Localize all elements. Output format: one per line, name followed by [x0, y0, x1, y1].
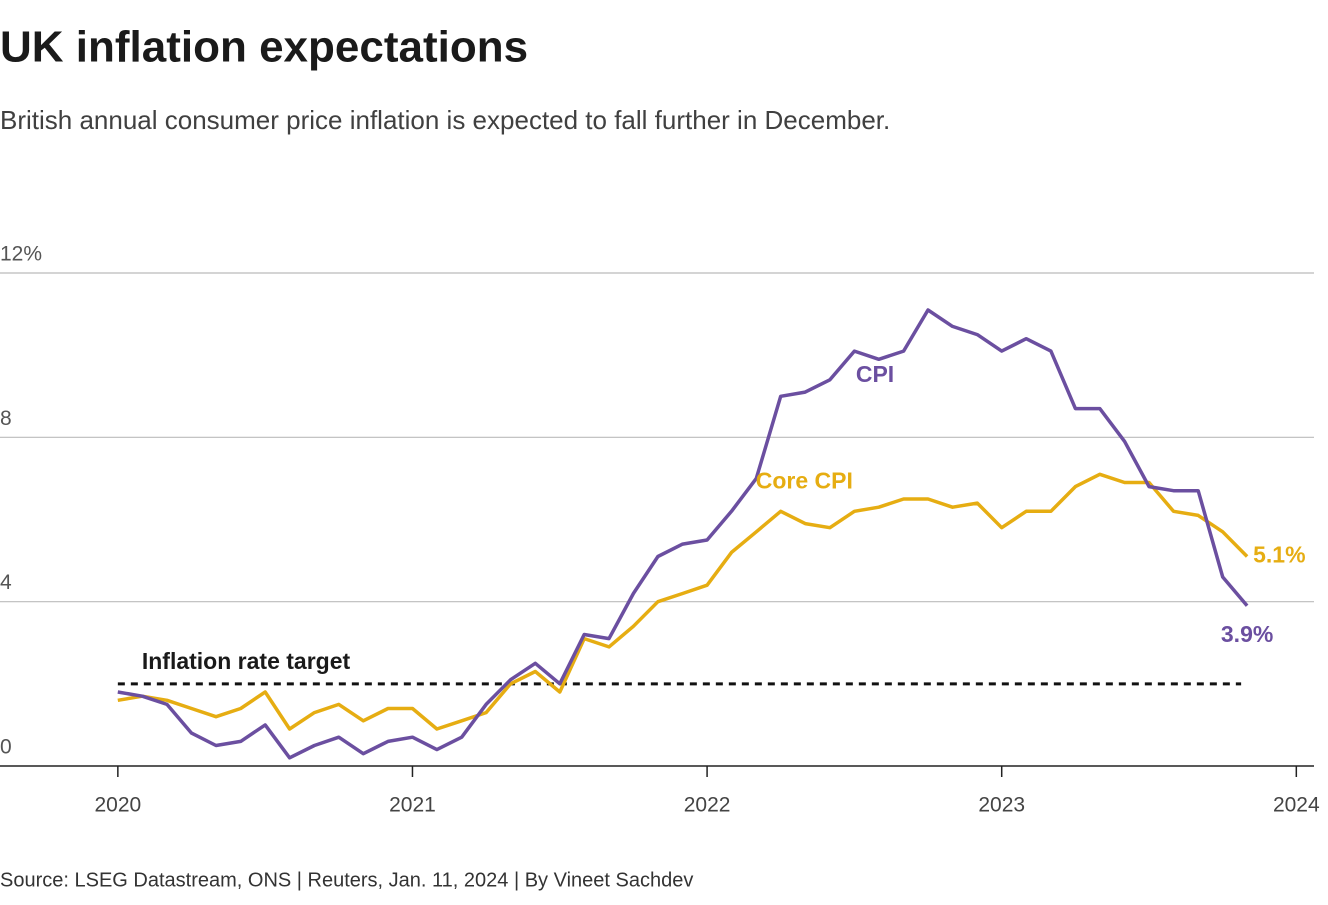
series-label: CPI: [856, 361, 894, 387]
x-tick-label: 2023: [978, 794, 1025, 817]
y-tick-label: 4: [0, 571, 12, 594]
source: Source: LSEG Datastream, ONS | Reuters, …: [0, 869, 693, 891]
y-tick-label: 0: [0, 736, 12, 759]
series-line: [117, 308, 1249, 760]
series-label: Core CPI: [756, 468, 853, 494]
chart-title: UK inflation expectations: [0, 23, 528, 72]
target-label: Inflation rate target: [142, 648, 351, 674]
y-tick-label: 12%: [0, 243, 42, 266]
y-tick-label: 8: [0, 407, 12, 430]
value-label: 5.1%: [1253, 542, 1305, 568]
x-tick-label: 2020: [94, 794, 141, 817]
chart-subtitle: British annual consumer price inflation …: [0, 105, 890, 135]
x-tick-label: 2024: [1273, 794, 1320, 817]
value-label: 3.9%: [1221, 621, 1273, 647]
x-tick-label: 2022: [684, 794, 731, 817]
series-line: [117, 472, 1249, 731]
x-tick-label: 2021: [389, 794, 436, 817]
